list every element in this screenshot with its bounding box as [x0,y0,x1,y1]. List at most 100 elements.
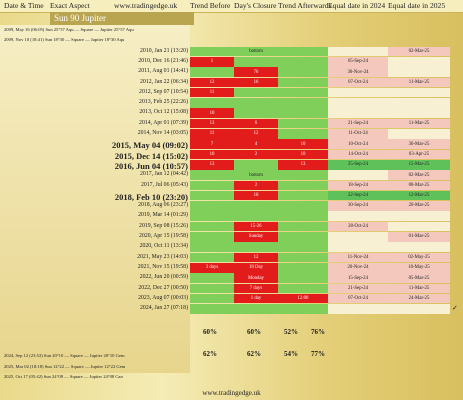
stat-row2-col4: 77% [311,350,325,358]
check-icon: ✓ [452,304,458,312]
cell-tb: 13 [190,118,234,129]
cell-tb: 12 [190,77,234,88]
cell-d24: 30-Sep-24 [328,201,388,211]
row-label: 2018, Feb 10 (23:20) [114,191,188,202]
row-label: 2021, Nov 15 (19:58) [137,263,188,270]
header-bar: Date & Time Exact Aspect www.tradingedge… [0,0,463,13]
cell-dc [234,211,278,222]
cell-ta [278,170,328,180]
cell-d24: 05-Sep-24 [328,56,388,67]
cell-d25 [388,129,450,139]
cell-d24: 11-Oct-24 [328,129,388,139]
cell-tb [190,232,234,242]
cell-d25: 10-May-25 [388,262,450,273]
cell-tb: 1 [190,56,234,67]
cell-tb: 10 [190,108,234,119]
row-label: 2018, Aug 06 (23:27) [138,202,188,209]
cell-ta [278,56,328,67]
cell-d24: 28-Oct-24 [328,221,388,232]
row-label: 2010, Jan 21 (13:20) [140,47,188,54]
cell-ta: 10 [278,139,328,149]
cell-d24: 14-Oct-24 [328,149,388,160]
stat-row1-col2: 60% [247,328,261,336]
cell-d24: 22-Sep-24 [328,190,388,201]
cell-tb: 11 [190,87,234,98]
row-label: 2016, Jun 04 (10:57) [114,160,188,171]
cell-d24: 15-Sep-24 [328,273,388,283]
cell-tb: 13 [190,159,234,170]
row-label: 2017, Jan 12 (04:42) [140,171,188,178]
cell-ta [278,252,328,263]
stat-row2-col1: 62% [203,350,217,358]
cell-d24 [328,232,388,242]
cell-ta [278,129,328,139]
stat-row1-col1: 60% [203,328,217,336]
header-site: www.tradingedge.uk [114,1,178,10]
cell-dc [234,159,278,170]
cell-tb [190,46,234,57]
cell-tb [190,283,234,294]
cell-d24 [328,304,388,314]
cell-tb [190,190,234,201]
cell-ta [278,232,328,242]
row-label: 2010, Dec 16 (21:46) [138,57,188,64]
cell-d24: 10-Oct-24 [328,139,388,149]
cell-d24: 30-Nov-24 [328,67,388,77]
cell-ta [278,118,328,129]
cell-dc [234,56,278,67]
stat-row2-col3: 54% [284,350,298,358]
cell-tb: 3 days [190,262,234,273]
cell-d25 [388,98,450,108]
cell-dc: 12 [234,252,278,263]
cell-tb [190,273,234,283]
cell-d25: 02-Mar-25 [388,170,450,180]
cell-dc: 76 [234,67,278,77]
cell-dc [234,304,278,314]
cell-dc: bottom [234,170,278,180]
cell-d24: 07-Oct-24 [328,77,388,88]
cell-dc: 4 [234,139,278,149]
cell-tb [190,221,234,232]
cell-dc: 10 [234,190,278,201]
cell-ta [278,201,328,211]
cell-d25: 11-Mar-25 [388,77,450,88]
cell-ta [278,242,328,252]
cell-d24: 25-Sep-24 [328,159,388,170]
cell-d25: 24-Mar-25 [388,293,450,304]
cell-d24: 21-Sep-24 [328,118,388,129]
cell-ta: 10 [278,149,328,160]
cell-dc [234,98,278,108]
stat-row1-col3: 52% [284,328,298,336]
cell-d25 [388,211,450,222]
cell-dc: 15-26 [234,221,278,232]
col-trend-before: Trend Before [190,1,231,10]
cell-ta [278,98,328,108]
cell-d25: 02-Mar-25 [388,46,450,57]
cell-dc: 18 Day [234,262,278,273]
row-label: 2011, Aug 01 (14:41) [138,68,188,75]
cell-tb [190,293,234,304]
row-label: 2013, Feb 25 (22:26) [139,99,188,106]
cell-d25: 03-Apr-25 [388,149,450,160]
col-days-closure: Day's Closure [234,1,277,10]
cell-tb [190,304,234,314]
cell-dc [234,242,278,252]
row-label: 2025, Mar 02 (18:18) Sun 12°22 — Square … [4,363,126,369]
cell-d25: 11-Mar-25 [388,118,450,129]
cell-dc: bottom [234,46,278,57]
cell-ta [278,46,328,57]
row-label: 2012, Jan 22 (06:34) [140,78,188,85]
cell-ta [278,67,328,77]
cell-tb [190,180,234,191]
col-equal-2024: Equal date in 2024 [328,1,386,10]
cell-ta [278,304,328,314]
cell-tb [190,211,234,222]
cell-d25 [388,108,450,119]
row-label: 2025, Oct 17 (05:42) Sun 24°08 — Square … [4,374,123,379]
row-label: 2009, Nov 10 (18:41) Sun 18°30 — Square … [4,37,125,43]
row-label: 2014, Apr 01 (07:39) [139,119,188,126]
section-title: Sun 90 Jupiter [50,12,194,25]
cell-dc: 2 [234,180,278,191]
cell-d25 [388,304,450,314]
cell-d25 [388,67,450,77]
